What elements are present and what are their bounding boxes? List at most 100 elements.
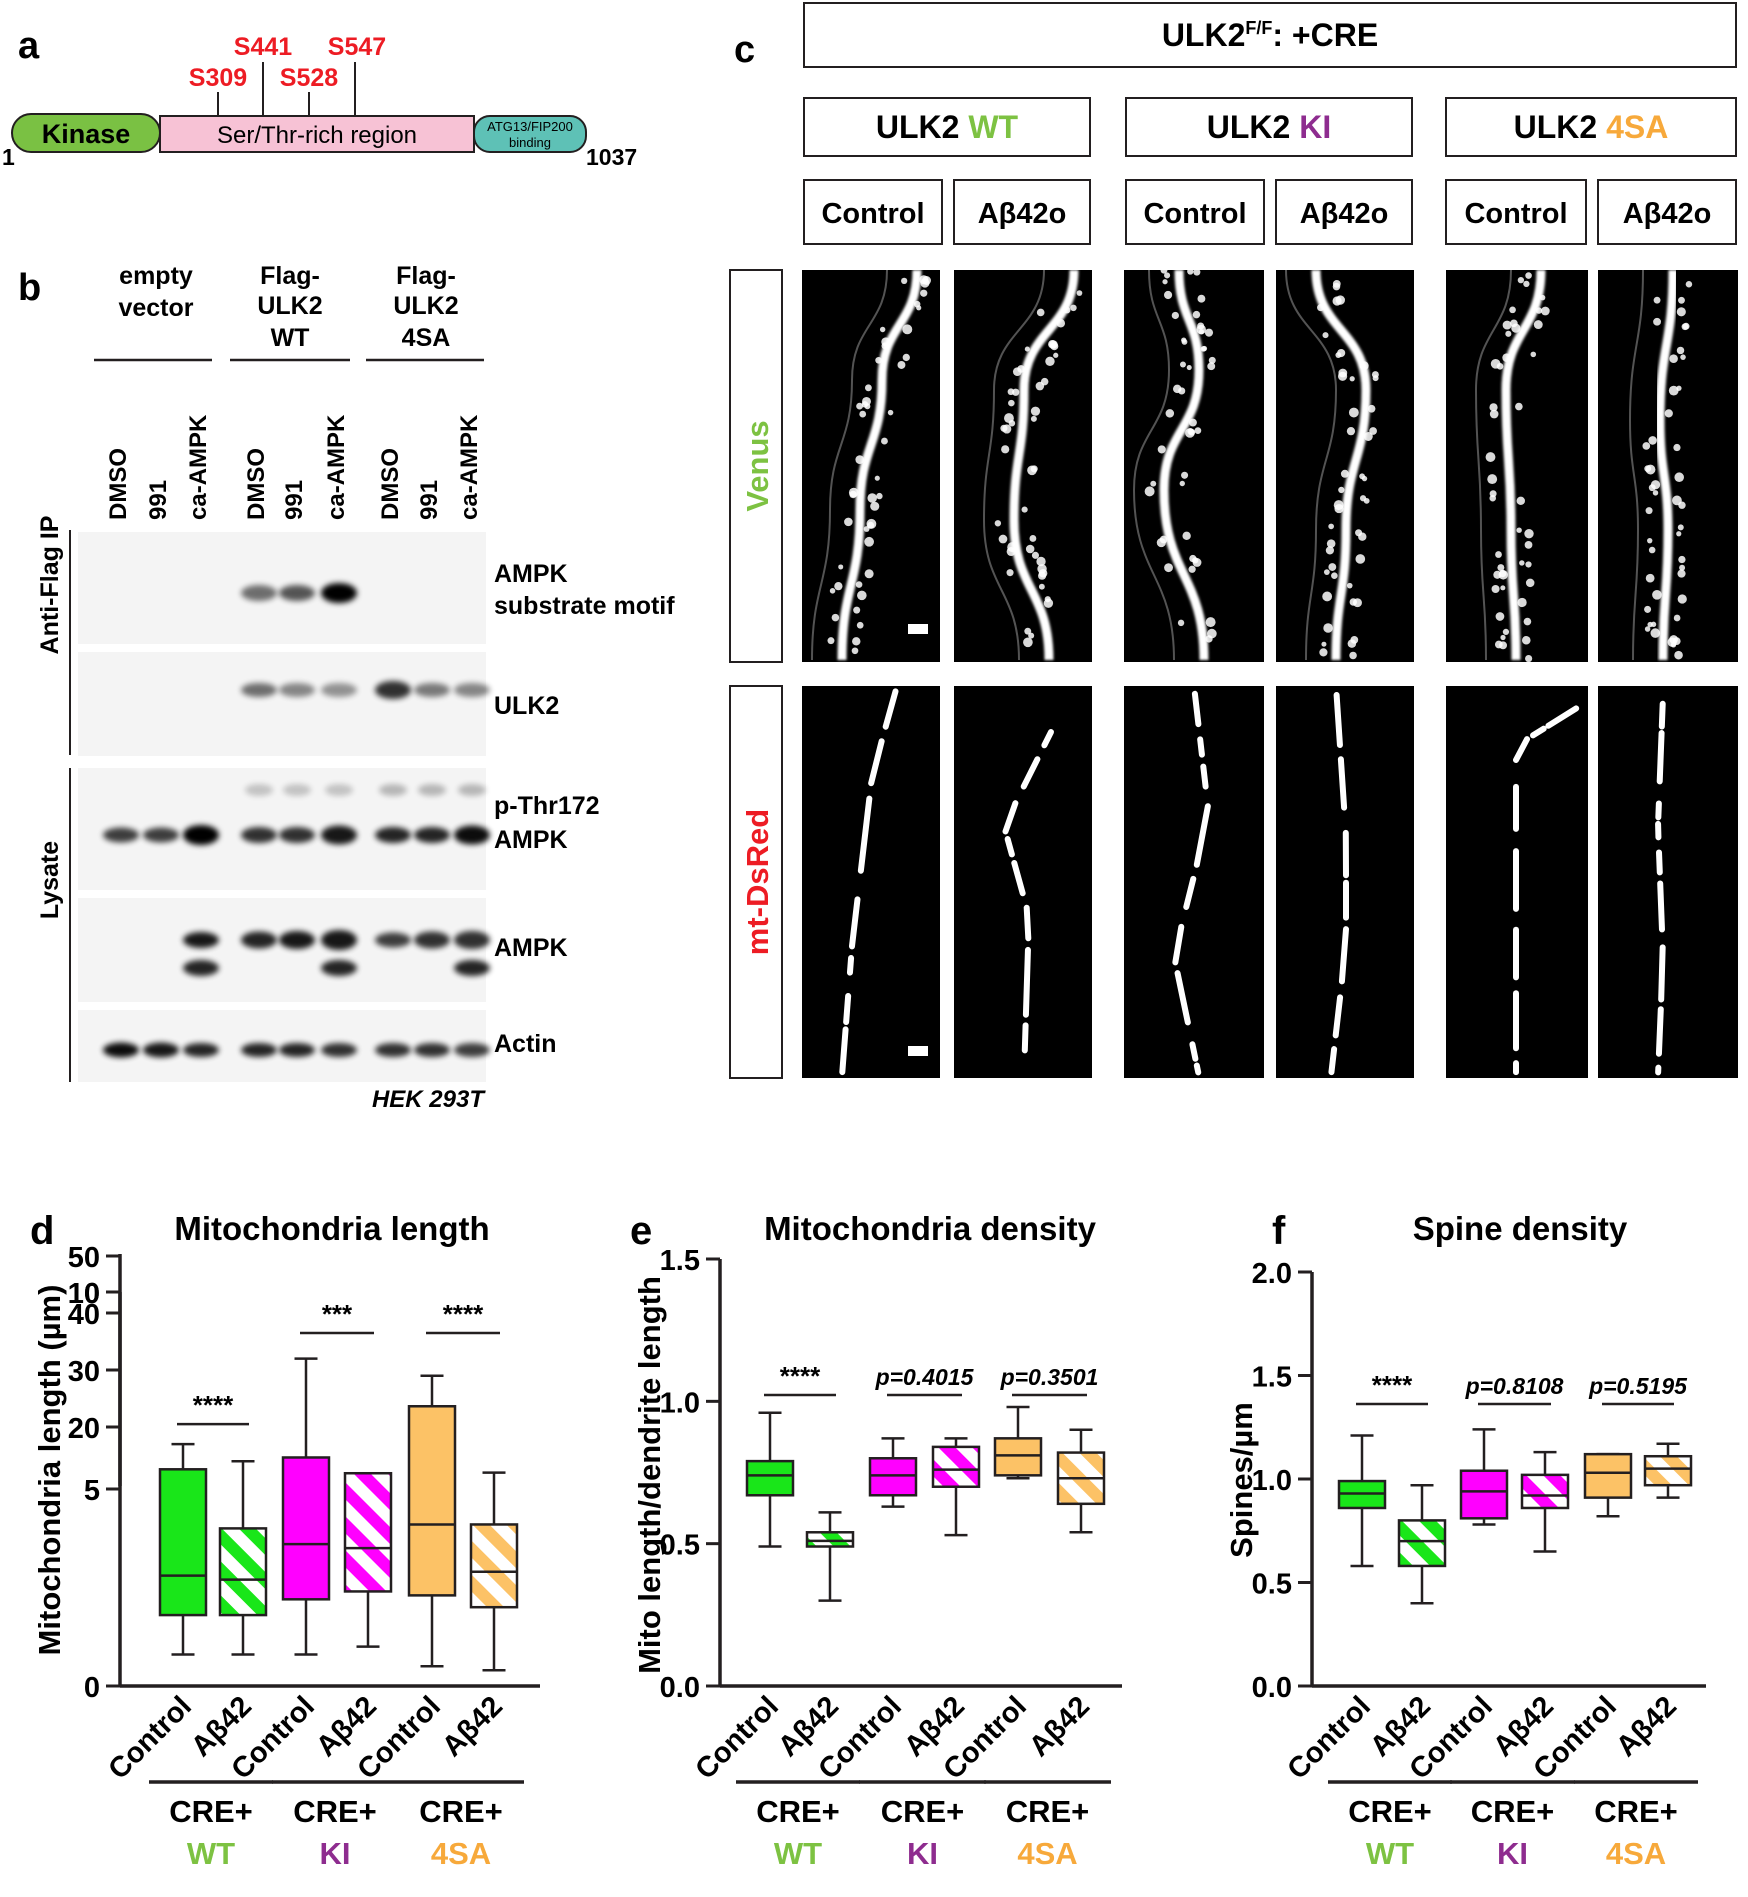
spine <box>1525 578 1535 588</box>
lane-label: 991 <box>145 480 172 520</box>
lane-labels: DMSO 991 ca-AMPK DMSO 991 ca-AMPK DMSO 991 ca-AM… <box>105 414 483 520</box>
spine <box>1680 354 1686 360</box>
spine <box>1036 308 1045 317</box>
mitochondrion <box>1020 756 1041 790</box>
spine <box>1525 654 1533 663</box>
blot-band <box>454 825 490 845</box>
anti-flag-ip-label: Anti-Flag IP <box>36 516 64 655</box>
spine <box>1076 290 1083 296</box>
mitochondrion <box>1200 763 1209 790</box>
condition-box <box>1597 179 1737 245</box>
spine <box>1325 546 1335 555</box>
cre-header-box <box>803 2 1737 68</box>
spine <box>897 360 906 369</box>
panel-a: a S309 S441 S528 S547 Ser/Thr-rich regio… <box>2 25 637 170</box>
y-tick-label: 10 <box>68 1278 100 1310</box>
mitochondrion <box>1658 700 1666 730</box>
box <box>469 1523 519 1609</box>
group-empty-line3: vector <box>118 294 193 322</box>
spine <box>1674 650 1683 660</box>
spine <box>1163 290 1173 300</box>
mitochondrion <box>1332 994 1344 1039</box>
panel-b: b empty vector Flag- ULK2 WT Flag- ULK2 … <box>18 262 675 1113</box>
blot-band <box>321 583 357 603</box>
spine <box>1498 570 1509 580</box>
condition-boxes: Control Aβ42o Control Aβ42o Control Aβ42o <box>803 179 1737 245</box>
mitochondrion <box>1657 880 1665 933</box>
mitochondrion <box>1021 1022 1029 1054</box>
significance-label: p=0.5195 <box>1588 1373 1688 1399</box>
spine <box>1677 569 1686 578</box>
spine <box>1519 560 1525 566</box>
spine <box>844 517 853 527</box>
dendrite <box>1009 269 1079 661</box>
spine <box>1679 564 1686 571</box>
blot-label-ampk: AMPK <box>494 934 568 962</box>
mitochondrion <box>1656 730 1665 785</box>
ser-thr-domain <box>159 115 475 153</box>
spine <box>1335 295 1346 305</box>
spine <box>1319 648 1328 657</box>
chart-title: Mitochondria density <box>764 1210 1097 1247</box>
spine <box>1335 352 1342 358</box>
genotype-box-4sa <box>1445 97 1737 157</box>
spine <box>1489 494 1496 502</box>
spine <box>1664 409 1673 418</box>
spine <box>864 384 872 392</box>
spine <box>1192 310 1201 319</box>
scale-bar <box>908 1046 928 1056</box>
blot-label-ampk-substrate-1: AMPK <box>494 560 568 588</box>
blot-band <box>321 683 357 697</box>
spine <box>1328 523 1334 530</box>
spine <box>1043 598 1054 608</box>
significance-label: *** <box>322 1299 353 1329</box>
spine <box>1338 486 1345 494</box>
y-tick-label: 0.0 <box>1252 1672 1292 1704</box>
y-tick-label: 30 <box>68 1356 100 1388</box>
spine <box>1487 474 1498 485</box>
mitochondrion <box>1193 1062 1202 1076</box>
mitochondrion <box>882 688 899 730</box>
y-tick-label: 0.5 <box>660 1530 700 1562</box>
box <box>158 1468 208 1617</box>
spine <box>876 492 883 500</box>
spine <box>1207 362 1216 371</box>
blot-band <box>103 827 139 843</box>
spine <box>1346 582 1353 589</box>
spine <box>1652 490 1659 496</box>
spine <box>1029 535 1037 542</box>
spine <box>1164 272 1171 279</box>
mitochondrion <box>1183 875 1197 910</box>
blot-band-lower <box>321 960 357 976</box>
mitochondrion <box>1545 705 1580 729</box>
mitochondrion <box>1004 836 1015 858</box>
condition-label: Aβ42o <box>978 198 1067 230</box>
mitochondrion <box>1655 800 1662 821</box>
dendrite <box>837 269 922 661</box>
spine <box>864 536 874 547</box>
micrograph-mtdsred <box>802 686 940 1078</box>
spine <box>1653 317 1661 326</box>
spine <box>901 277 908 284</box>
spine <box>1644 626 1651 632</box>
spine <box>1035 381 1045 391</box>
spine <box>1197 294 1206 303</box>
group-name: 4SA <box>431 1836 491 1871</box>
blot-band <box>103 1042 139 1058</box>
faint-neurite <box>1474 269 1512 661</box>
x-tick-label: Control <box>1281 1690 1377 1786</box>
y-axis-label: Mito length/dendrite length <box>632 1276 667 1674</box>
spine <box>887 409 894 416</box>
spine <box>1677 524 1684 531</box>
spine <box>859 410 867 418</box>
row-box-venus <box>729 269 783 663</box>
spine <box>1644 605 1652 613</box>
spine <box>1358 532 1367 541</box>
group-name: 4SA <box>1606 1836 1666 1871</box>
spine <box>1008 420 1016 427</box>
spine <box>1045 356 1055 366</box>
blot-band <box>241 827 277 843</box>
spine <box>881 337 891 347</box>
